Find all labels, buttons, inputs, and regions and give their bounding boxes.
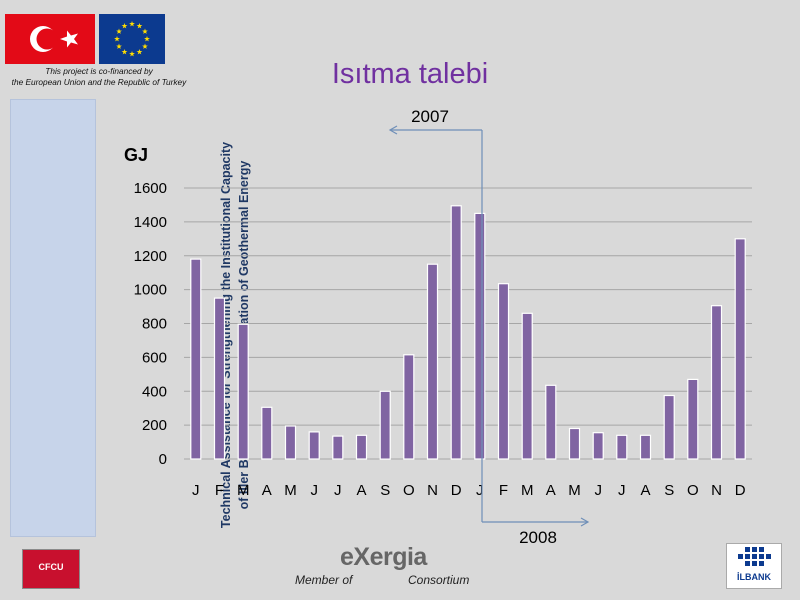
eu-star-icon xyxy=(116,43,122,49)
y-tick-label: 200 xyxy=(142,417,167,434)
bar xyxy=(616,434,628,460)
x-tick-label: S xyxy=(664,482,674,499)
bar xyxy=(497,283,510,460)
x-tick-label: N xyxy=(427,482,438,499)
eu-star-icon xyxy=(114,36,120,42)
bar xyxy=(450,205,462,460)
bar xyxy=(710,305,723,460)
cfcu-label: CFCU xyxy=(38,562,64,572)
bar xyxy=(261,406,273,460)
y-tick-label: 600 xyxy=(142,349,167,366)
eu-star-icon xyxy=(121,49,128,55)
x-tick-label: A xyxy=(546,482,556,499)
x-tick-label: D xyxy=(451,482,462,499)
eu-star-icon xyxy=(116,28,122,34)
y-axis-unit-label: GJ xyxy=(124,145,149,165)
x-tick-label: D xyxy=(735,482,746,499)
x-tick-label: A xyxy=(262,482,272,499)
bar xyxy=(687,378,699,460)
bar xyxy=(355,434,368,460)
x-tick-label: O xyxy=(403,482,415,499)
x-tick-label: F xyxy=(499,482,508,499)
bar xyxy=(426,263,439,460)
eu-star-icon xyxy=(136,49,143,55)
x-tick-label: O xyxy=(687,482,699,499)
bar xyxy=(190,258,202,460)
annotation-2008: 2008 xyxy=(519,528,557,547)
bar xyxy=(332,435,344,460)
eu-star-icon xyxy=(142,28,148,34)
bar xyxy=(545,384,557,460)
exergia-logo: eXergia xyxy=(340,543,427,571)
eu-star-icon xyxy=(144,36,150,42)
bar xyxy=(734,238,746,460)
y-tick-label: 1000 xyxy=(134,282,167,299)
eu-stars-icon xyxy=(114,21,150,57)
ilbank-grid-icon xyxy=(738,547,771,566)
turkey-flag xyxy=(5,14,95,64)
x-tick-label: A xyxy=(356,482,366,499)
cfcu-logo: CFCU xyxy=(22,549,80,589)
eu-star-icon xyxy=(129,21,135,27)
ilbank-label: İLBANK xyxy=(737,572,771,582)
bar xyxy=(284,425,297,460)
eu-star-icon xyxy=(136,23,143,29)
eu-flag xyxy=(99,14,165,64)
bar xyxy=(474,212,486,460)
y-tick-label: 400 xyxy=(142,383,167,400)
x-tick-label: M xyxy=(237,482,250,499)
x-tick-label: J xyxy=(594,482,602,499)
y-tick-label: 1200 xyxy=(134,248,167,265)
x-tick-label: J xyxy=(192,482,200,499)
x-tick-label: J xyxy=(310,482,318,499)
bar xyxy=(521,312,533,460)
cofinance-line-2: the European Union and the Republic of T… xyxy=(11,77,187,87)
sidebar-panel: Technical Assistance for Strengthening t… xyxy=(10,99,251,537)
bar xyxy=(568,427,581,460)
bar xyxy=(308,431,320,460)
x-tick-label: J xyxy=(476,482,484,499)
y-tick-label: 1600 xyxy=(134,180,167,197)
chart-title: Isıtma talebi xyxy=(331,58,489,90)
turkey-flag-emblem-icon xyxy=(30,26,78,52)
x-tick-label: S xyxy=(380,482,390,499)
eu-star-icon xyxy=(129,51,135,57)
y-tick-label: 800 xyxy=(142,316,167,333)
x-tick-label: M xyxy=(521,482,534,499)
annotation-2007: 2007 xyxy=(411,107,449,126)
consortium-label: Consortium xyxy=(408,573,470,587)
bar xyxy=(403,354,415,460)
bar xyxy=(237,323,249,460)
x-tick-label: J xyxy=(334,482,342,499)
member-of-label: Member of xyxy=(295,573,353,587)
ilbank-logo: İLBANK xyxy=(726,543,782,589)
x-tick-label: J xyxy=(618,482,626,499)
eu-star-icon xyxy=(142,43,148,49)
eu-star-icon xyxy=(121,23,128,29)
y-tick-label: 1400 xyxy=(134,214,167,231)
x-tick-label: N xyxy=(711,482,722,499)
cofinance-note: This project is co-financed by the Europ… xyxy=(4,66,194,88)
x-tick-label: M xyxy=(568,482,581,499)
arrow-2008-head-icon xyxy=(580,517,590,527)
x-tick-label: F xyxy=(215,482,224,499)
bar xyxy=(213,297,226,460)
bar xyxy=(379,390,391,460)
y-tick-label: 0 xyxy=(159,451,167,468)
x-tick-label: A xyxy=(640,482,650,499)
bar xyxy=(663,394,675,460)
cofinance-line-1: This project is co-financed by xyxy=(45,66,153,76)
arrow-2007-head-icon xyxy=(388,125,398,135)
bar xyxy=(639,434,652,460)
bar xyxy=(592,432,604,460)
x-tick-label: M xyxy=(284,482,297,499)
